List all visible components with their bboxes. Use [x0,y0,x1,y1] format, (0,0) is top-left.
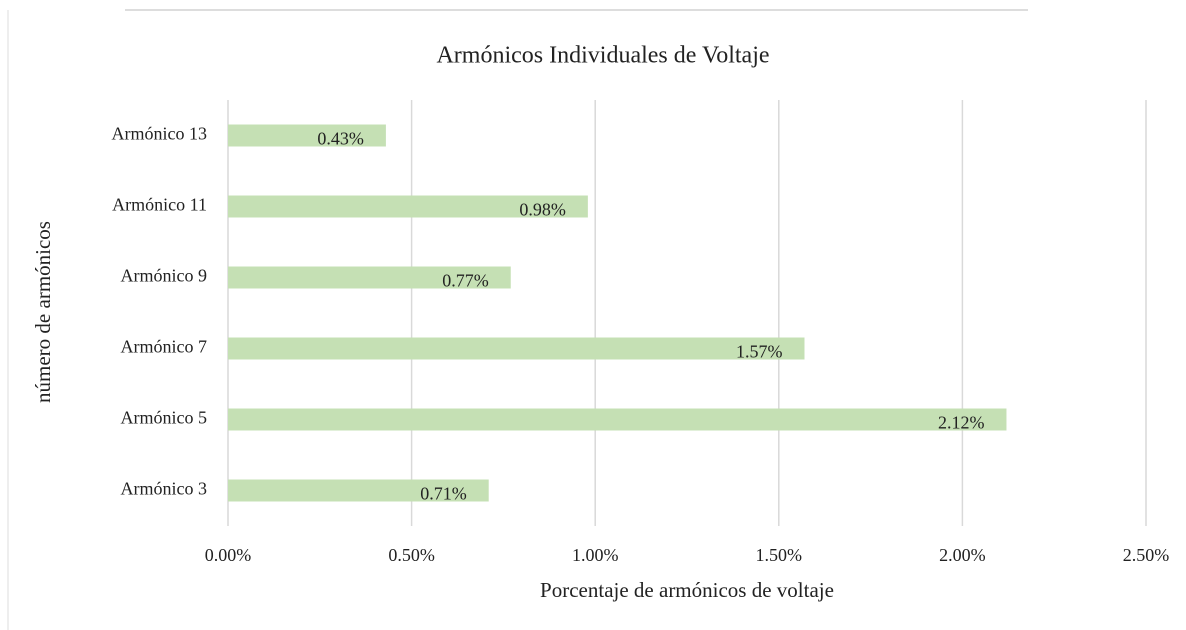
x-tick-label: 0.00% [205,545,252,565]
data-label: 0.43% [317,129,364,149]
data-label: 1.57% [736,342,783,362]
bar [228,266,511,289]
x-axis-title: Porcentaje de armónicos de voltaje [540,578,834,602]
y-tick-label: Armónico 7 [121,337,207,357]
x-tick-label: 0.50% [388,545,435,565]
y-tick-label: Armónico 5 [121,408,207,428]
bar [228,408,1007,431]
x-tick-label: 2.00% [939,545,986,565]
chart-title: Armónicos Individuales de Voltaje [436,43,769,69]
data-label: 2.12% [938,413,985,433]
y-tick-label: Armónico 9 [121,266,207,286]
x-tick-label: 1.50% [756,545,803,565]
bar [228,195,588,218]
data-label: 0.71% [420,484,467,504]
x-tick-label: 1.00% [572,545,619,565]
data-label: 0.98% [519,200,566,220]
y-tick-label: Armónico 13 [112,124,207,144]
y-tick-label: Armónico 11 [112,195,207,215]
bar [228,124,386,147]
bar [228,337,805,360]
y-tick-label: Armónico 3 [121,479,207,499]
y-axis-title: número de armónicos [31,221,55,403]
x-tick-label: 2.50% [1123,545,1170,565]
bar [228,479,489,502]
data-label: 0.77% [442,271,489,291]
